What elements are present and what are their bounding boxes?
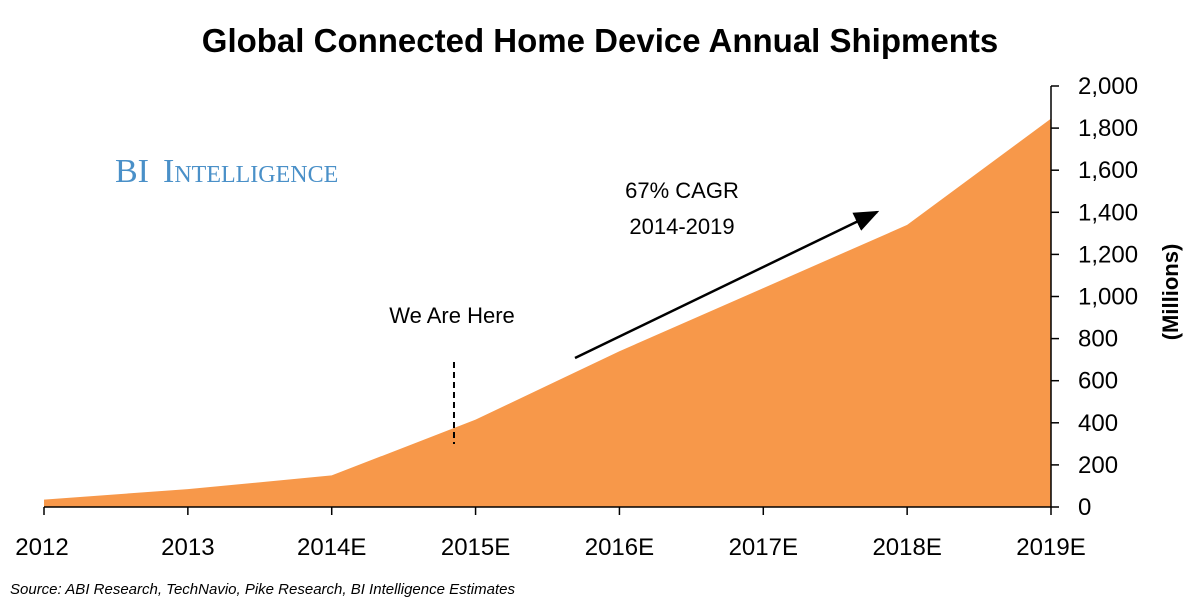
- cagr-arrow: [574, 210, 880, 360]
- chart-title: Global Connected Home Device Annual Ship…: [202, 22, 998, 59]
- y-tick-label: 600: [1078, 368, 1118, 395]
- x-tick-label: 2019E: [1016, 534, 1085, 561]
- we-are-here-label: We Are Here: [389, 303, 515, 328]
- x-tick-label: 2015E: [441, 534, 510, 561]
- x-tick-label: 2013: [161, 534, 214, 561]
- y-tick-label: 1,000: [1078, 284, 1138, 311]
- y-tick-label: 200: [1078, 452, 1118, 479]
- y-axis-label: (Millions): [1158, 244, 1183, 341]
- area-series: [44, 118, 1051, 507]
- x-axis: 2012 2013 2014E 2015E 2016E 2017E 2018E 2019E: [15, 506, 1086, 561]
- x-tick-label: 2017E: [729, 534, 798, 561]
- x-tick-label: 2014E: [297, 534, 366, 561]
- y-tick-label: 800: [1078, 326, 1118, 353]
- y-tick-label: 2,000: [1078, 73, 1138, 100]
- y-tick-label: 400: [1078, 410, 1118, 437]
- cagr-label-line2: 2014-2019: [629, 214, 734, 239]
- y-tick-label: 1,600: [1078, 157, 1138, 184]
- x-tick-label: 2018E: [872, 534, 941, 561]
- brand-logo: BI Intelligence: [115, 153, 338, 190]
- y-axis: 0 200 400 600 800 1,000 1,200 1,400 1,600 1,800 2,…: [1050, 73, 1138, 521]
- x-tick-label: 2016E: [585, 534, 654, 561]
- cagr-label-line1: 67% CAGR: [625, 178, 739, 203]
- source-note: Source: ABI Research, TechNavio, Pike Re…: [10, 581, 515, 598]
- x-tick-label: 2012: [15, 534, 68, 561]
- y-tick-label: 1,200: [1078, 241, 1138, 268]
- y-tick-label: 1,800: [1078, 115, 1138, 142]
- y-tick-label: 0: [1078, 494, 1091, 521]
- y-tick-label: 1,400: [1078, 199, 1138, 226]
